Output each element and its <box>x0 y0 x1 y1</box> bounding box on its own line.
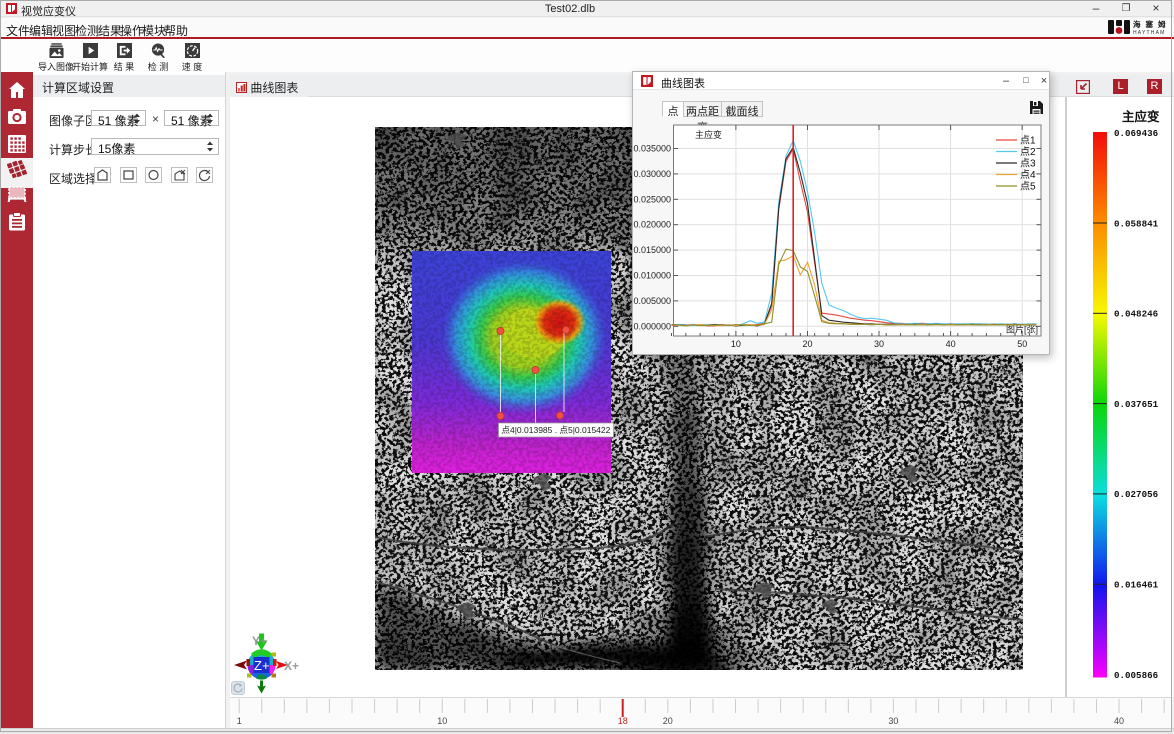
svg-text:0.010000: 0.010000 <box>633 271 671 281</box>
svg-text:点4: 点4 <box>1020 169 1036 181</box>
svg-text:50: 50 <box>1017 339 1027 349</box>
svg-text:X+: X+ <box>284 659 299 673</box>
svg-text:HAYTHAM: HAYTHAM <box>1133 30 1165 35</box>
svg-text:0.025000: 0.025000 <box>633 194 671 204</box>
svg-text:点4|0.013985 . 点5|0.015422: 点4|0.013985 . 点5|0.015422 <box>502 425 611 435</box>
svg-text:30: 30 <box>888 716 898 726</box>
svg-text:0.005866: 0.005866 <box>1114 670 1158 681</box>
svg-text:0.020000: 0.020000 <box>633 220 671 230</box>
svg-text:0.016461: 0.016461 <box>1114 580 1159 591</box>
svg-text:0.015000: 0.015000 <box>633 245 671 255</box>
svg-text:0.069436: 0.069436 <box>1114 128 1158 139</box>
svg-text:0.000000: 0.000000 <box>633 321 671 331</box>
svg-text:Y+: Y+ <box>252 634 267 648</box>
svg-text:主应变: 主应变 <box>695 129 722 140</box>
svg-text:0.035000: 0.035000 <box>633 144 671 154</box>
svg-text:30: 30 <box>874 339 884 349</box>
svg-text:点3: 点3 <box>1020 158 1036 170</box>
svg-text:18: 18 <box>618 716 628 726</box>
svg-text:1: 1 <box>237 716 242 726</box>
svg-text:0.027056: 0.027056 <box>1114 489 1158 500</box>
svg-text:20: 20 <box>663 716 673 726</box>
svg-text:10: 10 <box>731 339 741 349</box>
svg-text:点2: 点2 <box>1020 146 1036 158</box>
svg-text:20: 20 <box>802 339 812 349</box>
svg-text:图片[张]: 图片[张] <box>1006 324 1038 335</box>
svg-text:10: 10 <box>437 716 447 726</box>
svg-text:0.037651: 0.037651 <box>1114 399 1159 410</box>
svg-text:0.048246: 0.048246 <box>1114 309 1158 320</box>
svg-text:点1: 点1 <box>1020 135 1036 147</box>
svg-text:40: 40 <box>1114 716 1124 726</box>
svg-text:0.030000: 0.030000 <box>633 169 671 179</box>
svg-text:海塞姆: 海塞姆 <box>1133 19 1170 29</box>
svg-text:0.058841: 0.058841 <box>1114 218 1159 229</box>
svg-text:40: 40 <box>946 339 956 349</box>
svg-text:点5: 点5 <box>1020 181 1036 193</box>
svg-text:Z+: Z+ <box>254 658 270 673</box>
svg-text:0.005000: 0.005000 <box>633 296 671 306</box>
